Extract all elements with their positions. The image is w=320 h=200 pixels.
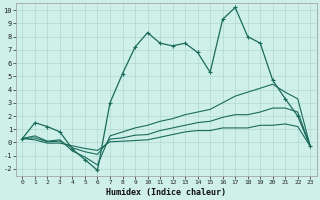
- X-axis label: Humidex (Indice chaleur): Humidex (Indice chaleur): [106, 188, 226, 197]
